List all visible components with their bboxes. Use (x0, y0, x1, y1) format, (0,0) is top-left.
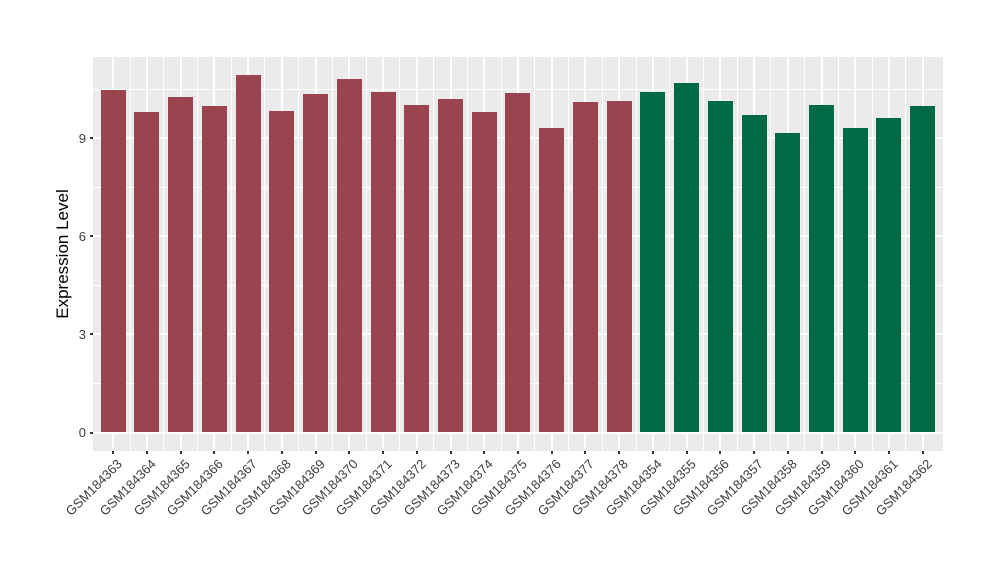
bar-GSM184372 (404, 104, 430, 433)
gridline-vertical-minor (635, 57, 637, 451)
gridline-vertical-minor (399, 57, 401, 451)
x-axis-tick (179, 451, 182, 454)
x-axis-tick (213, 451, 216, 454)
gridline-vertical-minor (264, 57, 266, 451)
plot-panel (93, 57, 943, 451)
x-axis-tick (820, 451, 823, 454)
bar-GSM184375 (505, 93, 531, 433)
x-axis-tick (921, 451, 924, 454)
gridline-vertical-minor (534, 57, 536, 451)
bar-GSM184374 (471, 111, 497, 433)
y-axis-title: Expression Level (53, 189, 72, 319)
x-axis-tick (584, 451, 587, 454)
y-axis-tick (90, 333, 93, 336)
gridline-vertical-minor (702, 57, 704, 451)
bar-GSM184356 (707, 101, 733, 433)
bar-GSM184378 (606, 100, 632, 433)
gridline-vertical-minor (601, 57, 603, 451)
y-axis-label-3: 3 (78, 326, 86, 342)
x-axis-tick (719, 451, 722, 454)
bar-GSM184354 (640, 92, 666, 433)
x-axis-tick (348, 451, 351, 454)
x-axis-tick (314, 451, 317, 454)
bar-GSM184362 (910, 106, 936, 433)
gridline-vertical-minor (466, 57, 468, 451)
x-axis-tick (483, 451, 486, 454)
bar-GSM184359 (809, 105, 835, 433)
bar-GSM184361 (876, 118, 902, 433)
x-axis-tick (618, 451, 621, 454)
bar-GSM184368 (269, 111, 295, 433)
bar-GSM184371 (370, 92, 396, 433)
gridline-vertical-minor (669, 57, 671, 451)
bar-GSM184376 (539, 128, 565, 433)
x-axis-tick (247, 451, 250, 454)
gridline-vertical-minor (331, 57, 333, 451)
x-axis-tick (651, 451, 654, 454)
x-axis-tick (280, 451, 283, 454)
bar-GSM184365 (168, 97, 194, 433)
bar-GSM184366 (201, 105, 227, 433)
x-axis-tick (382, 451, 385, 454)
bar-GSM184377 (572, 101, 598, 433)
gridline-vertical-minor (129, 57, 131, 451)
bar-GSM184363 (100, 90, 126, 433)
x-axis-tick (112, 451, 115, 454)
x-axis-tick (415, 451, 418, 454)
x-axis-tick (854, 451, 857, 454)
gridline-vertical-minor (770, 57, 772, 451)
x-axis-tick (753, 451, 756, 454)
bar-GSM184364 (134, 112, 160, 433)
x-axis-tick (887, 451, 890, 454)
x-axis-tick (516, 451, 519, 454)
gridline-vertical-minor (568, 57, 570, 451)
bar-GSM184370 (336, 79, 362, 433)
x-axis-tick (449, 451, 452, 454)
bar-GSM184369 (303, 94, 329, 433)
gridline-vertical-minor (905, 57, 907, 451)
gridline-vertical-minor (298, 57, 300, 451)
y-axis-tick (90, 137, 93, 140)
gridline-vertical-minor (736, 57, 738, 451)
x-axis-tick (685, 451, 688, 454)
y-axis-label-0: 0 (78, 425, 86, 440)
gridline-vertical-minor (433, 57, 435, 451)
gridline-vertical-minor (365, 57, 367, 451)
gridline-vertical-minor (163, 57, 165, 451)
bar-GSM184355 (674, 83, 700, 433)
y-axis-tick (90, 431, 93, 434)
y-axis-tick (90, 235, 93, 238)
bar-GSM184360 (842, 128, 868, 433)
bar-GSM184357 (741, 114, 767, 433)
gridline-vertical-minor (230, 57, 232, 451)
gridline-vertical-minor (871, 57, 873, 451)
bar-GSM184358 (775, 133, 801, 433)
x-axis-tick (550, 451, 553, 454)
y-axis-label-6: 6 (78, 228, 86, 244)
bar-GSM184373 (438, 98, 463, 433)
gridline-vertical-minor (837, 57, 839, 451)
x-axis-tick (786, 451, 789, 454)
bar-GSM184367 (235, 75, 261, 433)
gridline-vertical-minor (804, 57, 806, 451)
x-axis-tick (145, 451, 148, 454)
gridline-vertical-minor (500, 57, 502, 451)
y-axis-label-9: 9 (78, 130, 86, 146)
gridline-vertical-minor (197, 57, 199, 451)
